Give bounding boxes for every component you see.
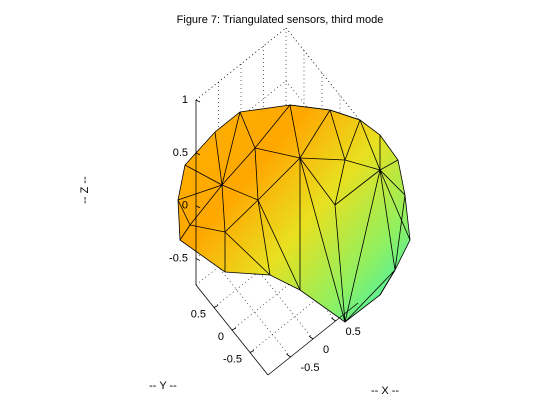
x-tick-label: -0.5 bbox=[301, 362, 320, 374]
box-edge bbox=[285, 27, 359, 119]
grid-line bbox=[195, 80, 287, 154]
y-tick bbox=[213, 305, 219, 308]
z-tick-label: 1 bbox=[182, 94, 188, 106]
z-tick-label: -0.5 bbox=[169, 252, 188, 264]
z-tick-label: 0.5 bbox=[173, 147, 188, 159]
x-tick-label: 0 bbox=[323, 344, 329, 356]
y-tick-label: 0.5 bbox=[191, 308, 206, 320]
z-tick bbox=[195, 205, 201, 209]
x-axis-label: -- X -- bbox=[371, 385, 399, 397]
surface-mesh bbox=[177, 104, 411, 323]
x-tick bbox=[308, 335, 314, 340]
y-tick bbox=[249, 350, 255, 353]
z-tick-label: 0 bbox=[182, 200, 188, 212]
chart-title: Figure 7: Triangulated sensors, third mo… bbox=[177, 14, 384, 26]
y-axis-label: -- Y -- bbox=[149, 380, 177, 392]
surface bbox=[177, 104, 411, 323]
grid-line bbox=[218, 266, 291, 358]
axes: -0.500.5-0.500.5-0.500.51 bbox=[169, 94, 361, 376]
z-tick bbox=[195, 258, 201, 261]
y-tick-label: 0 bbox=[218, 331, 224, 343]
z-tick bbox=[195, 152, 201, 156]
x-tick bbox=[286, 353, 291, 358]
z-tick bbox=[195, 99, 201, 103]
y-tick-label: -0.5 bbox=[223, 353, 242, 365]
z-axis-label: -- Z -- bbox=[79, 176, 91, 204]
y-tick bbox=[231, 327, 237, 331]
box-edge bbox=[195, 27, 287, 101]
x-tick bbox=[331, 317, 336, 322]
x-tick-label: 0.5 bbox=[346, 326, 361, 338]
